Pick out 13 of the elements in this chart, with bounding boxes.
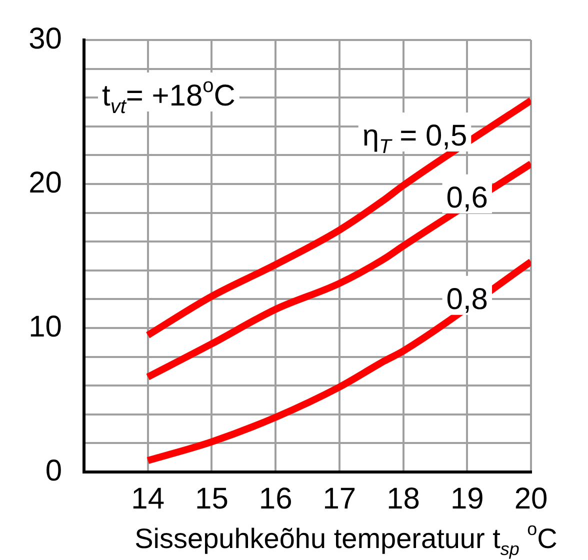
y-tick-label: 30 [28, 22, 62, 56]
x-tick-label: 14 [131, 482, 165, 516]
x-tick-label: 15 [195, 482, 228, 516]
y-tick-label: 10 [28, 310, 62, 344]
x-tick-label: 18 [386, 482, 420, 516]
x-tick-label: 16 [258, 482, 292, 516]
series-label: 0,8 [446, 282, 488, 316]
y-tick-label: 20 [28, 166, 62, 200]
x-tick-label: 17 [322, 482, 356, 516]
series-label: 0,6 [446, 181, 488, 214]
x-tick-label: 19 [450, 482, 484, 516]
y-tick-label: 0 [45, 454, 62, 488]
x-tick-label: 20 [514, 482, 548, 516]
